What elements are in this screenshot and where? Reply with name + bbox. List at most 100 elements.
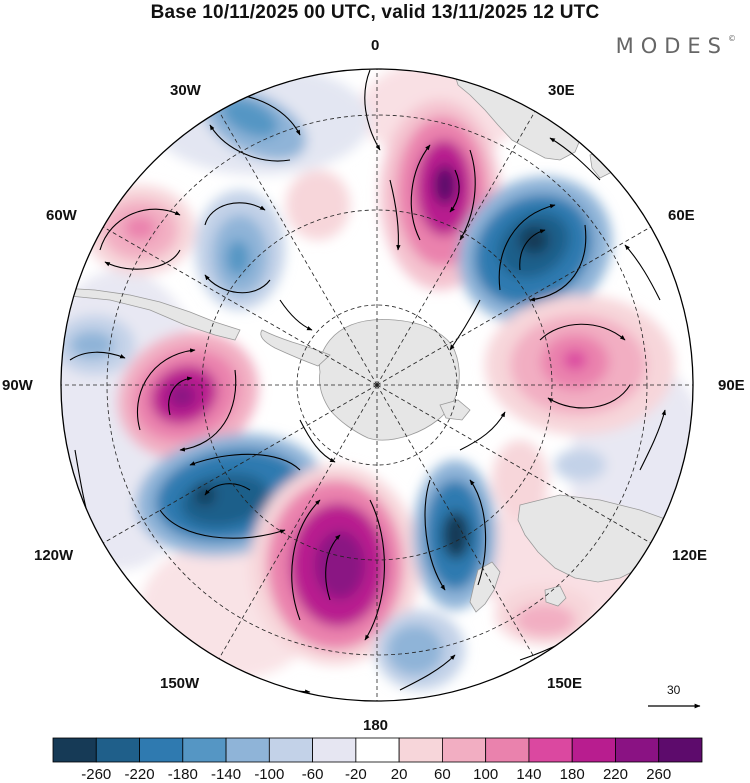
brand-logo: MODES© (616, 34, 736, 58)
reference-vector-label: 30 (667, 683, 681, 697)
antarctic-peninsula (260, 329, 331, 367)
vector-flow-n-2 (389, 179, 401, 251)
lon-label-120e: 120E (672, 547, 708, 564)
map-title: Base 10/11/2025 00 UTC, valid 13/11/2025… (150, 2, 600, 23)
meridian-line (376, 226, 651, 386)
vector-swirl-160w-2 (364, 499, 385, 641)
colorbar-segment (268, 737, 314, 763)
vector-flow-w-4 (69, 351, 126, 361)
meridian-line (376, 384, 651, 544)
lon-label-30w: 30W (170, 82, 201, 99)
vector-flow-c-1 (299, 419, 336, 463)
lon-label-60e: 60E (668, 207, 695, 224)
vector-swirl-ne-3 (519, 229, 546, 271)
colorbar-label: 140 (516, 766, 542, 783)
vector-swirl-160e-1 (424, 479, 446, 591)
vector-flow-e-1 (639, 409, 666, 471)
colorbar-segment (485, 737, 530, 763)
colorbar-segment (52, 737, 97, 763)
kerguelen (439, 399, 471, 421)
colorbar (52, 737, 703, 763)
colorbar-segment (528, 737, 573, 763)
vector-swirl-160w-3 (325, 534, 341, 601)
lon-label-30e: 30E (548, 82, 575, 99)
colorbar-label: 260 (646, 766, 672, 783)
tasmania (544, 585, 567, 607)
colorbar-label: 60 (434, 766, 451, 783)
vector-swirl-160e-2 (469, 479, 487, 586)
colorbar-label: -20 (345, 766, 367, 783)
vector-flow-n-1 (364, 69, 381, 151)
vector-flow-ne-1 (549, 137, 601, 181)
vector-flow-c-4 (279, 299, 313, 331)
vector-swirl-90w-3 (168, 376, 193, 416)
colorbar-segment (139, 737, 184, 763)
anom-pos-nw-c (286, 170, 350, 240)
vector-flow-s-1 (399, 654, 456, 691)
colorbar-segment (615, 737, 660, 763)
lon-label-120w: 120W (34, 547, 74, 564)
vector-flow-e-2 (624, 244, 661, 301)
vector-swirl-90w-1 (136, 348, 196, 431)
vector-swirl-n-3 (449, 169, 460, 213)
lon-label-0: 0 (371, 37, 380, 54)
colorbar-segment (571, 737, 616, 763)
anom-neg-180-s2 (387, 625, 443, 675)
vector-swirl-nw-2 (209, 124, 291, 162)
vector-swirl-e-1 (539, 323, 626, 341)
lon-label-90e: 90E (718, 377, 745, 394)
anom-pos-e-4 (563, 350, 587, 370)
anom-neg-160e-3 (442, 511, 470, 559)
lon-label-90w: 90W (2, 377, 33, 394)
colorbar-label: -220 (124, 766, 155, 783)
colorbar-segment (95, 737, 140, 763)
vector-flow-c-3 (449, 299, 481, 351)
vector-swirl-n-1 (459, 149, 476, 241)
anom-pos-90w-4 (168, 384, 196, 408)
meridian-lines (61, 69, 693, 701)
colorbar-segment (355, 737, 400, 763)
anom-neg-110e (554, 449, 606, 481)
vector-swirl-120w-3 (204, 483, 251, 496)
vector-swirl-160w-1 (291, 499, 321, 621)
land (61, 74, 671, 613)
colorbar-segment (658, 737, 703, 763)
colorbar-segment (398, 737, 443, 763)
vector-flow-c-2 (459, 411, 506, 451)
colorbar-segment (441, 737, 487, 763)
lon-label-150e: 150E (547, 675, 583, 692)
vector-swirl-120w-2 (159, 509, 286, 539)
south-america (61, 287, 241, 341)
copyright-mark: © (728, 34, 736, 43)
anom-pos-120e (492, 440, 548, 520)
anom-pos-160w-4 (315, 531, 365, 599)
anom-neg-w-b3 (226, 240, 250, 276)
anom-neg-nw-a2 (221, 98, 279, 138)
anom-pos-n-4 (433, 165, 457, 205)
anom-pos-60w-3 (124, 216, 156, 240)
meridian-line (376, 111, 536, 386)
meridian-line (218, 384, 378, 659)
vector-swirl-120w-1 (189, 453, 301, 471)
brand-name: MODES (615, 34, 728, 58)
meridian-line (103, 384, 378, 544)
lon-label-180: 180 (363, 717, 389, 734)
meridian-line (218, 111, 378, 386)
colorbar-label: -60 (301, 766, 324, 783)
new-zealand (469, 561, 501, 613)
colorbar-label: 20 (390, 766, 408, 783)
colorbar-segment (182, 737, 227, 763)
colorbar-label: -100 (254, 766, 285, 783)
vector-swirl-ne-2 (529, 224, 587, 302)
anom-neg-w-d2 (70, 331, 114, 359)
colorbar-segment (225, 737, 270, 763)
colorbar-label: -180 (167, 766, 198, 783)
graticule (61, 69, 693, 701)
meridian-line (103, 226, 378, 386)
meridian-line (376, 384, 536, 659)
colorbar-label: 220 (602, 766, 628, 783)
colorbar-label: -140 (211, 766, 242, 783)
vector-swirl-n-2 (410, 144, 431, 241)
